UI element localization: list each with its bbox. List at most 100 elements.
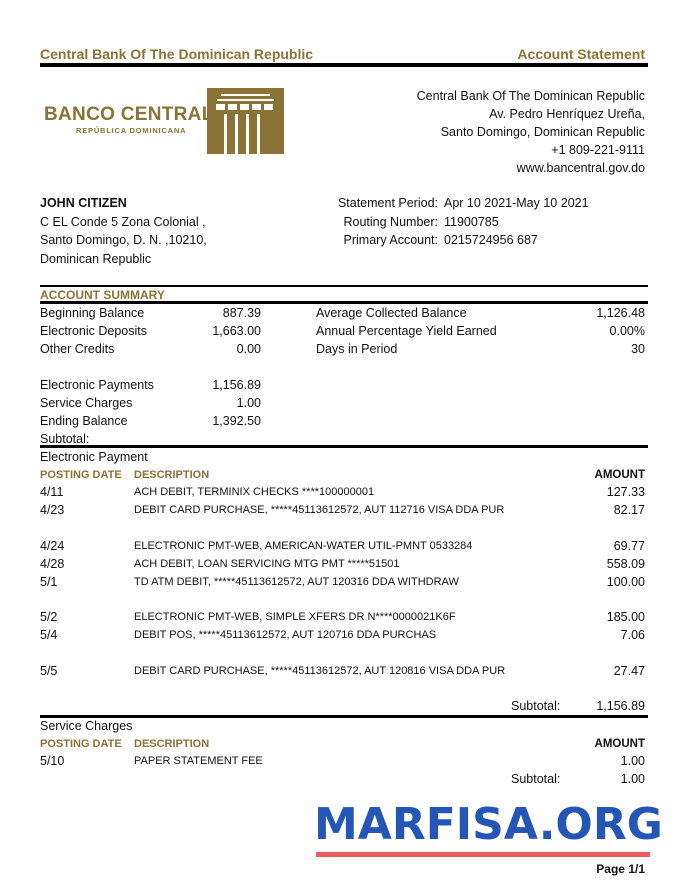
- customer-address-line: Dominican Republic: [40, 251, 152, 266]
- col-amount: AMOUNT: [594, 738, 645, 750]
- summary-row: Electronic Payments 1,156.89: [40, 376, 261, 394]
- bank-address: Central Bank Of The Dominican Republic A…: [417, 87, 645, 177]
- logo-subtext: REPÚBLICA DOMINICANA: [76, 126, 187, 135]
- bank-name-header: Central Bank Of The Dominican Republic: [40, 46, 314, 62]
- subtotal-value: 1,156.89: [596, 699, 645, 713]
- electronic-payment-title: Electronic Payment: [40, 450, 148, 464]
- logo-text: BANCO CENTRAL: [44, 104, 214, 125]
- column-headers: POSTING DATE DESCRIPTION AMOUNT: [40, 735, 645, 753]
- table-row: 5/10 PAPER STATEMENT FEE 1.00: [40, 752, 645, 770]
- summary-label: Other Credits: [40, 342, 115, 356]
- summary-label: Ending Balance: [40, 414, 128, 428]
- description: ACH DEBIT, LOAN SERVICING MTG PMT *****5…: [134, 557, 400, 570]
- routing-label: Routing Number:: [343, 214, 439, 229]
- posting-date: 5/4: [40, 628, 58, 642]
- divider: [40, 301, 648, 304]
- summary-row: Annual Percentage Yield Earned 0.00%: [316, 322, 645, 340]
- summary-row: Other Credits 0.00: [40, 340, 261, 358]
- table-row: 5/2 ELECTRONIC PMT-WEB, SIMPLE XFERS DR N…: [40, 608, 645, 626]
- description: DEBIT CARD PURCHASE, *****45113612572, A…: [134, 504, 505, 516]
- summary-value: 1,126.48: [596, 306, 645, 320]
- summary-row: Service Charges 1.00: [40, 394, 261, 412]
- posting-date: 4/23: [40, 503, 65, 517]
- description: ELECTRONIC PMT-WEB, AMERICAN-WATER UTIL-…: [134, 539, 473, 552]
- address-line: Av. Pedro Henríquez Ureña,: [489, 107, 645, 121]
- divider: [40, 285, 648, 287]
- summary-row: Average Collected Balance 1,126.48: [316, 304, 645, 322]
- customer-address-line: Santo Domingo, D. N. ,10210,: [40, 233, 207, 247]
- service-charges-title: Service Charges: [40, 719, 133, 733]
- summary-label: Days in Period: [316, 342, 398, 356]
- table-row: 5/1 TD ATM DEBIT, *****45113612572, AUT 1…: [40, 573, 645, 591]
- customer-address-line: C EL Conde 5 Zona Colonial ,: [40, 214, 206, 229]
- summary-value: 1,392.50: [212, 414, 261, 428]
- divider: [40, 715, 648, 718]
- posting-date: 5/1: [40, 574, 58, 589]
- period-label: Statement Period:: [337, 196, 438, 210]
- summary-value: 1.00: [236, 396, 261, 410]
- col-amount: AMOUNT: [594, 469, 645, 481]
- description: ACH DEBIT, TERMINIX CHECKS ****100000001: [134, 486, 375, 498]
- posting-date: 4/24: [40, 538, 65, 553]
- posting-date: 4/11: [40, 485, 64, 499]
- amount: 1.00: [620, 754, 645, 768]
- posting-date: 5/5: [40, 663, 58, 678]
- summary-value: 0.00%: [609, 324, 645, 338]
- col-posting-date: POSTING DATE: [40, 469, 122, 481]
- summary-label: Electronic Deposits: [40, 324, 147, 338]
- description: ELECTRONIC PMT-WEB, SIMPLE XFERS DR N***…: [134, 611, 456, 623]
- summary-row: Beginning Balance 887.39: [40, 304, 261, 322]
- summary-label: Subtotal:: [40, 432, 90, 446]
- col-posting-date: POSTING DATE: [40, 738, 122, 750]
- watermark-underline: [316, 852, 650, 857]
- summary-row: Ending Balance 1,392.50: [40, 412, 261, 430]
- posting-date: 5/10: [40, 754, 65, 768]
- table-row: 4/24 ELECTRONIC PMT-WEB, AMERICAN-WATER U…: [40, 537, 645, 555]
- summary-value: 1,663.00: [212, 324, 261, 338]
- amount: 7.06: [620, 628, 645, 642]
- divider: [40, 63, 648, 67]
- subtotal-label: Subtotal:: [511, 699, 561, 713]
- table-row: 5/4 DEBIT POS, *****45113612572, AUT 1207…: [40, 626, 645, 644]
- amount: 82.17: [613, 503, 645, 517]
- col-description: DESCRIPTION: [134, 469, 210, 481]
- summary-label: Service Charges: [40, 396, 133, 410]
- primary-account: 0215724956 687: [444, 233, 538, 247]
- statement-info: Statement Period: Apr 10 2021-May 10 2021…: [300, 194, 589, 250]
- summary-value: 30: [631, 342, 645, 356]
- watermark-logo: MARFISA.ORG: [314, 799, 663, 850]
- column-headers: POSTING DATE DESCRIPTION AMOUNT: [40, 466, 645, 484]
- table-row: 5/5 DEBIT CARD PURCHASE, *****45113612572…: [40, 662, 645, 680]
- table-row: 4/23 DEBIT CARD PURCHASE, *****4511361257…: [40, 501, 645, 519]
- subtotal-value: 1.00: [620, 772, 645, 786]
- account-label: Primary Account:: [343, 233, 438, 247]
- doc-title: Account Statement: [517, 46, 645, 62]
- summary-label: Beginning Balance: [40, 306, 145, 320]
- description: DEBIT CARD PURCHASE, *****45113612572, A…: [134, 664, 506, 677]
- account-summary-title: ACCOUNT SUMMARY: [40, 288, 165, 302]
- col-description: DESCRIPTION: [134, 738, 210, 750]
- amount: 558.09: [606, 556, 645, 571]
- amount: 27.47: [613, 663, 645, 678]
- page-number: Page 1/1: [596, 862, 645, 876]
- summary-row: Electronic Deposits 1,663.00: [40, 322, 261, 340]
- website-link[interactable]: www.bancentral.gov.do: [516, 161, 645, 175]
- address-line: Central Bank Of The Dominican Republic: [416, 89, 645, 103]
- summary-label: Annual Percentage Yield Earned: [316, 324, 497, 338]
- description: DEBIT POS, *****45113612572, AUT 120716 …: [134, 629, 437, 641]
- table-row: 4/28 ACH DEBIT, LOAN SERVICING MTG PMT **…: [40, 555, 645, 573]
- summary-label: Average Collected Balance: [316, 306, 467, 320]
- amount: 185.00: [606, 610, 645, 624]
- amount: 69.77: [613, 538, 645, 553]
- posting-date: 4/28: [40, 556, 65, 571]
- column-building-icon: [207, 88, 284, 154]
- table-row: 4/11 ACH DEBIT, TERMINIX CHECKS ****10000…: [40, 483, 645, 501]
- address-line: Santo Domingo, Dominican Republic: [440, 125, 645, 139]
- posting-date: 5/2: [40, 610, 58, 624]
- summary-row: Subtotal:: [40, 430, 261, 448]
- summary-value: 1,156.89: [212, 378, 261, 392]
- description: PAPER STATEMENT FEE: [134, 755, 263, 767]
- subtotal-label: Subtotal:: [511, 772, 561, 786]
- amount: 100.00: [606, 574, 645, 589]
- bank-logo: BANCO CENTRAL REPÚBLICA DOMINICANA: [44, 88, 289, 154]
